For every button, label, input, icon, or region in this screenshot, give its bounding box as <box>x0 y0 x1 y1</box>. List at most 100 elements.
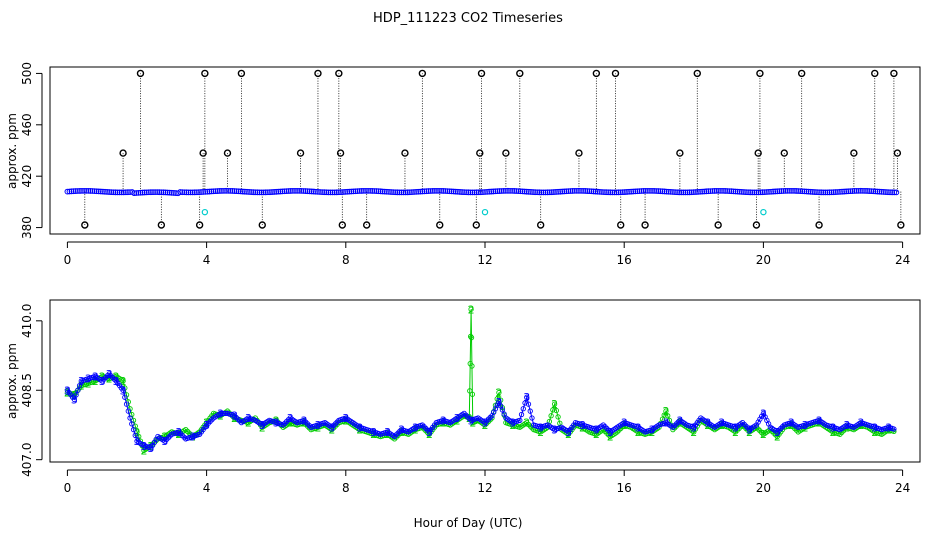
baseline-point <box>141 189 148 196</box>
outlier-point <box>136 69 145 78</box>
baseline-point <box>352 188 359 195</box>
baseline-point <box>751 189 758 196</box>
baseline-point <box>325 189 332 196</box>
baseline-point <box>411 189 417 195</box>
baseline-point <box>256 189 263 196</box>
outlier-point <box>477 69 486 78</box>
y-tick-label: 460 <box>20 113 34 136</box>
baseline-point <box>805 188 812 195</box>
y-axis-bottom: 407.0 408.5 410.0 <box>20 304 43 477</box>
baseline-point <box>120 189 127 196</box>
baseline-point <box>95 188 102 195</box>
plot-frame-top <box>49 66 921 235</box>
baseline-point <box>152 189 158 196</box>
baseline-series <box>64 187 900 197</box>
baseline-point <box>649 187 655 194</box>
series-point-3 <box>527 408 533 414</box>
baseline-point <box>718 187 724 194</box>
baseline-point <box>125 189 131 196</box>
outlier-point <box>516 69 524 78</box>
baseline-point <box>160 189 167 196</box>
outlier-point <box>338 221 347 229</box>
baseline-point <box>356 188 363 194</box>
baseline-point <box>419 188 426 195</box>
baseline-point <box>605 189 612 196</box>
series-marker-3: 3 <box>523 391 530 404</box>
baseline-point <box>513 188 520 194</box>
baseline-point <box>665 188 672 195</box>
baseline-point <box>747 189 754 196</box>
baseline-point <box>607 189 614 196</box>
series-marker-3: 3 <box>120 384 127 397</box>
baseline-point <box>768 188 774 195</box>
baseline-point <box>778 188 785 194</box>
baseline-point <box>477 189 484 196</box>
baseline-point <box>500 187 507 194</box>
baseline-point <box>860 187 866 194</box>
baseline-point <box>434 187 440 194</box>
baseline-point <box>89 188 96 194</box>
y-tick-label: 407.0 <box>20 443 34 477</box>
baseline-point <box>367 187 374 194</box>
baseline-point <box>354 188 361 194</box>
baseline-point <box>584 188 591 194</box>
series-point-2 <box>553 407 559 414</box>
baseline-point <box>659 188 666 195</box>
baseline-point <box>697 188 703 195</box>
baseline-point <box>630 188 637 195</box>
baseline-point <box>375 188 382 195</box>
baseline-point <box>196 189 202 196</box>
baseline-point <box>425 188 432 194</box>
baseline-point <box>388 189 394 195</box>
x-tick-label: 4 <box>203 253 211 267</box>
baseline-point <box>469 189 476 196</box>
baseline-point <box>690 189 697 196</box>
baseline-point <box>93 188 100 195</box>
baseline-point <box>647 187 653 194</box>
baseline-point <box>789 187 795 194</box>
baseline-point <box>834 189 841 195</box>
series-point-3 <box>122 394 128 400</box>
baseline-point <box>150 189 156 196</box>
baseline-point <box>676 189 683 196</box>
baseline-point <box>292 187 298 194</box>
baseline-point <box>216 188 223 194</box>
baseline-point <box>108 189 115 196</box>
baseline-point <box>824 189 831 196</box>
baseline-point <box>227 187 234 194</box>
baseline-point <box>170 190 177 196</box>
y-tick-label: 380 <box>20 216 34 239</box>
baseline-point <box>511 188 518 194</box>
outlier-point <box>195 221 204 229</box>
baseline-point <box>507 187 513 194</box>
outlier-point <box>436 221 444 229</box>
baseline-point <box>394 189 401 196</box>
baseline-point <box>551 189 557 195</box>
outlier-point <box>119 149 127 157</box>
baseline-point <box>300 188 307 194</box>
outlier-point <box>871 69 879 78</box>
outlier-point <box>362 221 371 229</box>
baseline-point <box>390 189 397 196</box>
baseline-point <box>492 188 499 195</box>
baseline-point <box>820 189 827 196</box>
scatter-panel-top: 0 4 8 12 16 20 24 380 420 460 500 approx. ppm <box>5 62 921 267</box>
baseline-point <box>392 189 399 196</box>
baseline-point <box>872 188 879 195</box>
baseline-point <box>667 188 674 195</box>
baseline-point <box>864 188 871 194</box>
x-tick-label: 4 <box>203 481 211 495</box>
baseline-point <box>559 188 566 195</box>
series-point-3 <box>71 396 78 403</box>
baseline-point <box>371 188 378 194</box>
baseline-point <box>596 188 603 195</box>
baseline-point <box>287 188 294 194</box>
baseline-point <box>346 188 353 195</box>
baseline-point <box>258 189 265 196</box>
plot-frame-bottom <box>49 299 921 463</box>
x-tick-label: 24 <box>895 481 910 495</box>
baseline-point <box>365 187 371 194</box>
series-point-3 <box>529 415 535 421</box>
baseline-point <box>795 188 802 194</box>
baseline-point <box>373 188 380 194</box>
